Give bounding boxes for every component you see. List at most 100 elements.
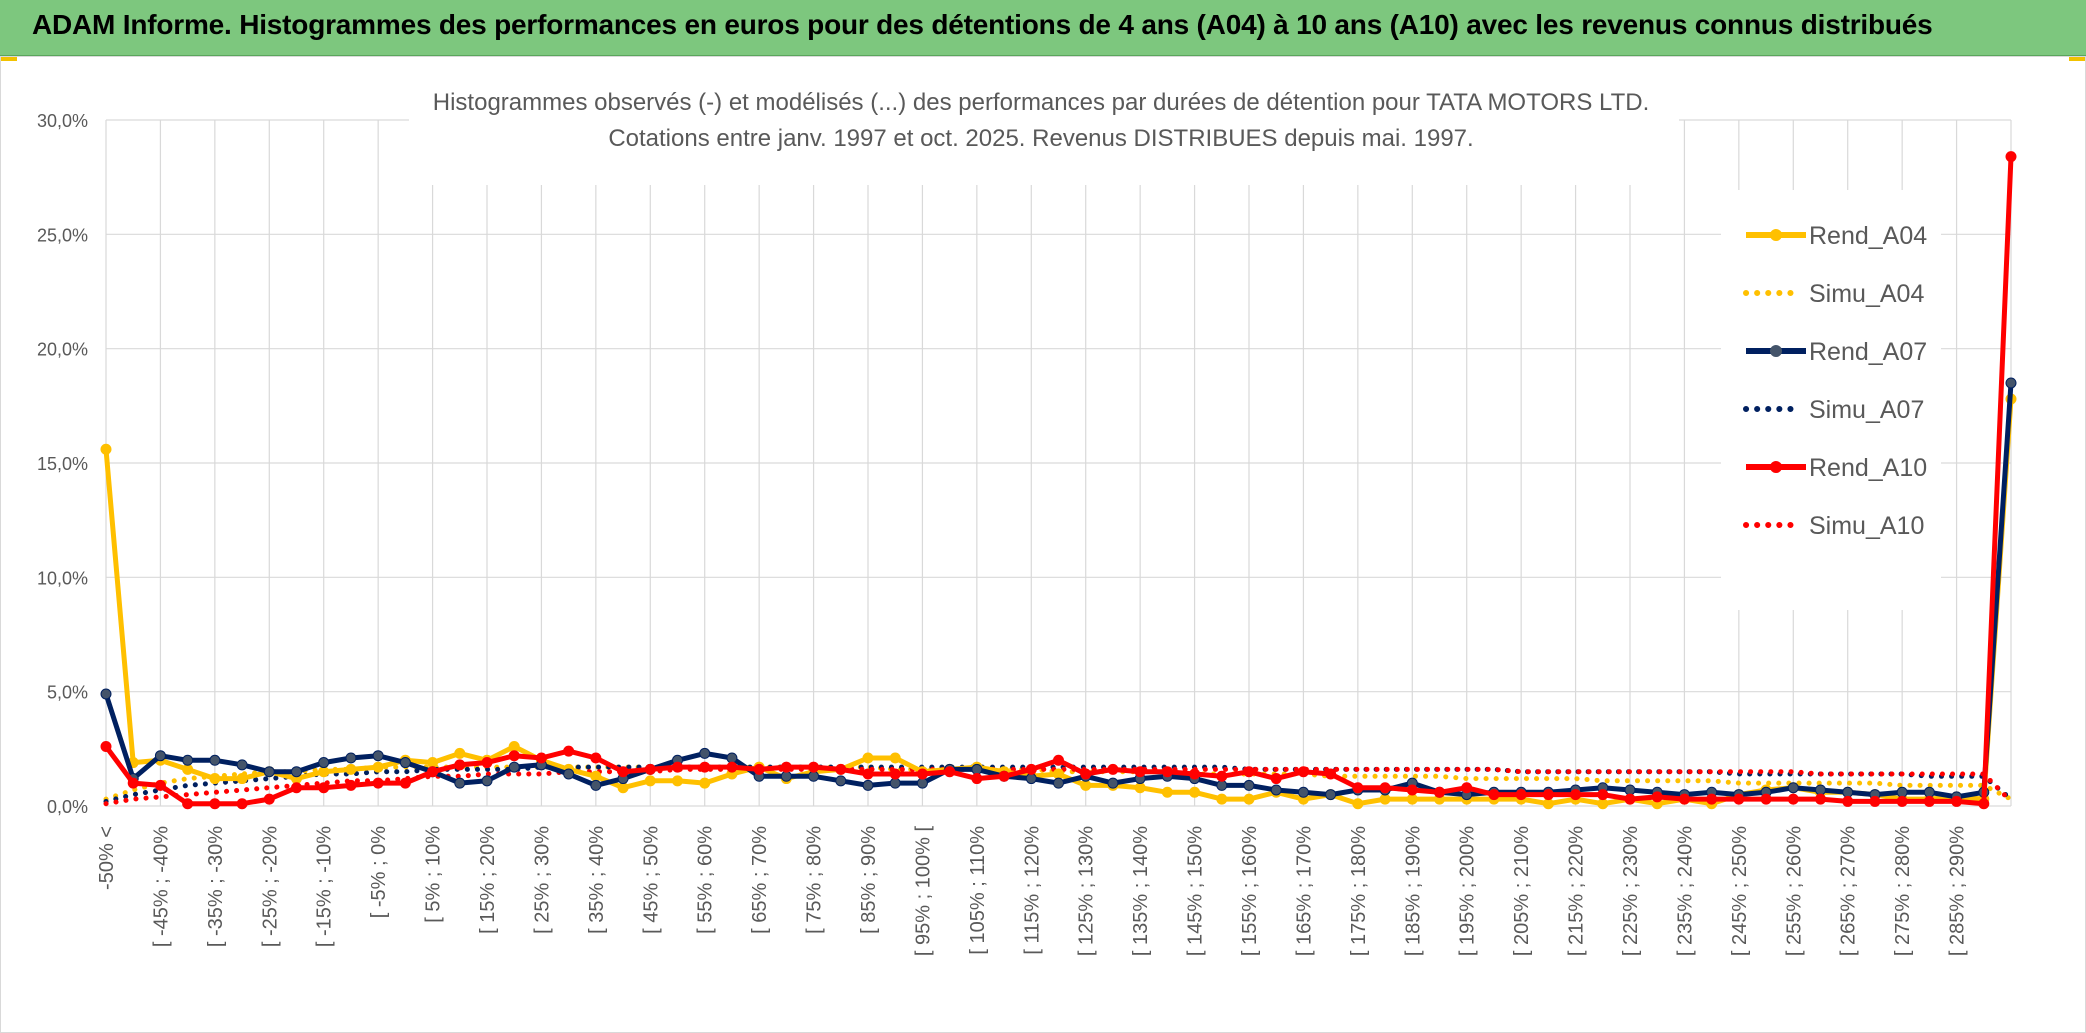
data-point-rend_a10 [753,763,765,775]
data-point-rend_a04 [1161,786,1173,798]
data-point-rend_a10 [971,773,983,785]
data-point-rend_a04 [100,443,112,455]
data-point-rend_a04 [209,773,221,785]
data-point-rend_a04 [454,747,466,759]
x-tick-label: [ 105% ; 110% [967,826,989,955]
data-point-rend_a10 [1706,793,1718,805]
data-point-rend_a07 [1297,786,1309,798]
data-point-rend_a10 [889,768,901,780]
data-point-rend_a10 [454,759,466,771]
data-point-rend_a07 [563,768,575,780]
x-tick-label: [ 245% ; 250% [1729,826,1751,956]
data-point-rend_a10 [1379,782,1391,794]
data-point-rend_a04 [590,770,602,782]
data-point-rend_a10 [100,741,112,753]
x-tick-label: [ -5% ; 0% [368,826,390,918]
data-point-rend_a07 [726,752,738,764]
chart-legend: Rend_A04 Simu_A04 Rend_A07 Simu_A07 Rend_A10… [1721,190,1941,610]
data-point-rend_a04 [372,761,384,773]
data-point-rend_a04 [1189,786,1201,798]
y-tick-label: 20,0% [37,340,88,360]
legend-marker [1770,461,1782,473]
data-point-rend_a10 [862,768,874,780]
x-tick-label: [ 75% ; 80% [804,826,826,934]
data-point-rend_a10 [1597,789,1609,801]
data-point-rend_a07 [1216,779,1228,791]
legend-label: Rend_A04 [1809,222,1927,250]
data-point-rend_a10 [1107,763,1119,775]
data-point-rend_a04 [672,775,683,787]
data-point-rend_a10 [291,782,302,794]
data-point-rend_a10 [998,770,1010,782]
legend-label: Simu_A04 [1809,280,1924,308]
chart-area: 0,0% 5,0% 10,0% 15,0% 20,0% 25,0% 30,0% -50% <… [0,56,2086,1033]
x-tick-label: [ 215% ; 220% [1566,826,1588,956]
data-point-rend_a10 [1189,768,1201,780]
data-point-rend_a04 [1542,798,1554,810]
x-tick-label: [ 45% ; 50% [640,826,662,934]
data-point-rend_a10 [1161,766,1173,778]
data-point-rend_a07 [100,688,112,700]
data-point-rend_a10 [1678,793,1690,805]
data-point-rend_a10 [1896,795,1908,807]
data-point-rend_a10 [1488,789,1500,801]
data-point-rend_a10 [1053,754,1064,766]
data-point-rend_a07 [780,770,792,782]
data-point-rend_a10 [1406,784,1418,796]
data-point-rend_a04 [1216,793,1228,805]
data-point-rend_a10 [345,779,357,791]
data-point-rend_a10 [1461,782,1473,794]
x-tick-label: [ 275% ; 280% [1892,826,1914,956]
data-point-rend_a07 [372,750,384,762]
data-point-rend_a10 [127,777,139,789]
x-tick-label: [ 115% ; 120% [1021,826,1043,955]
data-point-rend_a07 [1787,782,1799,794]
data-point-rend_a10 [835,763,847,775]
data-point-rend_a10 [1270,773,1282,785]
data-point-rend_a10 [916,768,928,780]
report-banner: ADAM Informe. Histogrammes des performan… [0,0,2086,56]
data-point-rend_a07 [1923,786,1935,798]
data-point-rend_a10 [1025,763,1037,775]
data-point-rend_a04 [1134,782,1146,794]
data-point-rend_a07 [318,757,330,769]
legend-label: Rend_A07 [1809,338,1927,366]
data-point-rend_a04 [345,763,357,775]
data-point-rend_a10 [263,793,275,805]
data-point-rend_a10 [1624,793,1636,805]
data-point-rend_a10 [726,761,738,773]
data-point-rend_a10 [209,798,221,810]
x-tick-label: [ 125% ; 130% [1076,826,1098,956]
data-point-rend_a04 [182,763,194,775]
legend-marker [1770,229,1782,241]
frame-corner-accent [2069,57,2085,61]
x-tick-label: [ 265% ; 270% [1838,826,1860,956]
x-tick-label: [ 65% ; 70% [749,826,771,934]
data-point-rend_a10 [2005,151,2017,163]
x-tick-label: [ -25% ; -20% [259,826,281,947]
data-point-rend_a10 [1651,791,1663,803]
data-point-rend_a10 [427,766,439,778]
x-tick-label: [ 95% ; 100% [ [912,826,934,957]
data-point-rend_a10 [1978,798,1990,810]
data-point-rend_a07 [291,766,302,778]
data-point-rend_a07 [1107,777,1119,789]
data-point-rend_a10 [1434,786,1445,798]
data-point-rend_a04 [862,752,874,764]
x-tick-label: [ 55% ; 60% [695,826,717,934]
data-point-rend_a10 [1134,766,1146,778]
data-point-rend_a10 [644,763,656,775]
data-point-rend_a10 [399,777,411,789]
x-tick-label: [ 15% ; 20% [477,826,499,934]
data-point-rend_a10 [563,745,575,757]
data-point-rend_a07 [454,777,466,789]
y-tick-label: 5,0% [47,683,88,703]
data-point-rend_a04 [427,757,439,769]
chart-title: Histogrammes observés (-) et modélisés (… [409,77,1679,185]
data-point-rend_a04 [1243,793,1255,805]
chart-title-line1: Histogrammes observés (-) et modélisés (… [433,89,1649,116]
data-point-rend_a10 [318,782,330,794]
x-tick-label: [ 135% ; 140% [1130,826,1152,956]
chart-series [100,151,2017,810]
x-tick-label: [ 145% ; 150% [1185,826,1207,956]
